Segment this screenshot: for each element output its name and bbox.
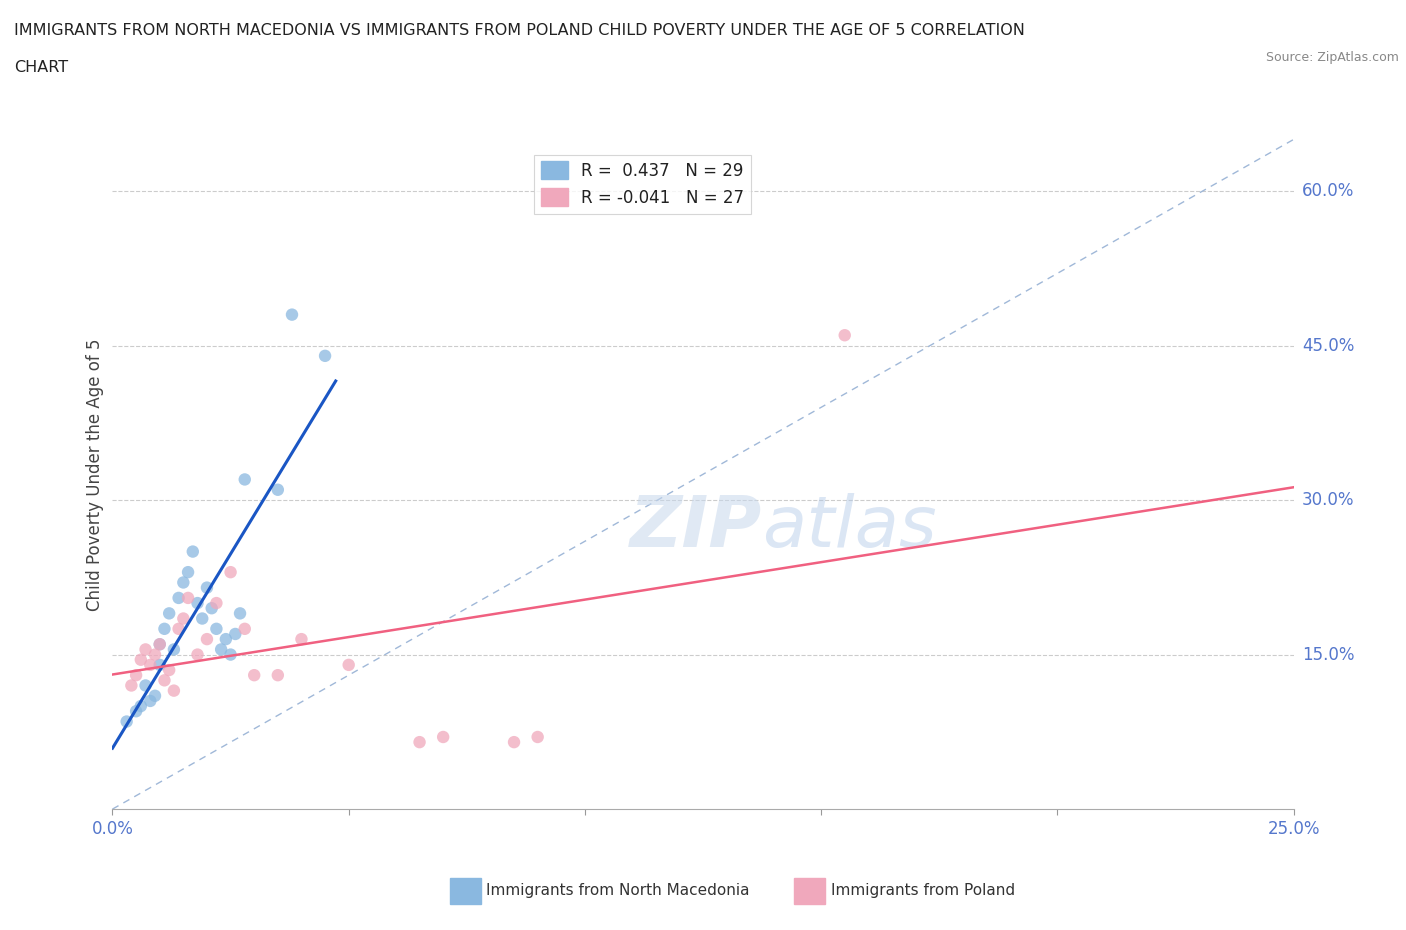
Point (432, 729, 454, 744)
Point (526, 729, 548, 744)
Point (209, 642, 232, 657)
Point (143, 688, 166, 703)
Point (139, 658, 162, 672)
Point (157, 606, 180, 621)
Point (120, 678, 142, 693)
Text: IMMIGRANTS FROM NORTH MACEDONIA VS IMMIGRANTS FROM POLAND CHILD POVERTY UNDER TH: IMMIGRANTS FROM NORTH MACEDONIA VS IMMIG… (14, 23, 1025, 38)
Point (125, 704, 148, 719)
Point (149, 637, 172, 652)
Text: CHART: CHART (14, 60, 67, 75)
Text: Source: ZipAtlas.com: Source: ZipAtlas.com (1265, 51, 1399, 64)
Point (181, 544, 204, 559)
Point (195, 631, 218, 646)
Point (201, 601, 224, 616)
Point (167, 591, 190, 605)
Point (834, 327, 856, 342)
Point (290, 631, 312, 646)
Point (314, 349, 336, 364)
Text: 15.0%: 15.0% (1302, 645, 1354, 664)
Point (243, 668, 266, 683)
Text: 45.0%: 45.0% (1302, 337, 1354, 354)
Point (233, 621, 256, 636)
Text: 60.0%: 60.0% (1302, 182, 1354, 200)
Point (125, 668, 148, 683)
Point (233, 472, 256, 487)
Point (149, 658, 172, 672)
Point (115, 714, 138, 729)
Point (143, 647, 166, 662)
Point (267, 483, 290, 498)
Text: 30.0%: 30.0% (1302, 491, 1354, 509)
Legend: R =  0.437   N = 29, R = -0.041   N = 27: R = 0.437 N = 29, R = -0.041 N = 27 (534, 154, 751, 214)
Point (219, 647, 242, 662)
Point (149, 637, 172, 652)
Point (177, 565, 200, 579)
Point (153, 673, 176, 688)
Point (281, 307, 304, 322)
Point (163, 642, 186, 657)
Text: atlas: atlas (762, 494, 936, 563)
Point (129, 652, 152, 667)
Text: ZIP: ZIP (630, 494, 762, 563)
Point (153, 621, 176, 636)
Point (224, 627, 246, 642)
Text: Immigrants from Poland: Immigrants from Poland (831, 884, 1015, 898)
Point (157, 662, 180, 677)
Point (172, 611, 194, 626)
Point (195, 580, 218, 595)
Text: Immigrants from North Macedonia: Immigrants from North Macedonia (486, 884, 749, 898)
Point (229, 606, 252, 621)
Point (186, 595, 208, 610)
Point (337, 658, 360, 672)
Point (172, 575, 194, 590)
Point (139, 694, 162, 709)
Point (205, 621, 228, 636)
Y-axis label: Child Poverty Under the Age of 5: Child Poverty Under the Age of 5 (86, 338, 104, 611)
Point (191, 611, 214, 626)
Point (219, 565, 242, 579)
Point (135, 678, 157, 693)
Point (267, 668, 290, 683)
Point (205, 595, 228, 610)
Point (503, 735, 526, 750)
Point (167, 621, 190, 636)
Point (135, 642, 157, 657)
Point (408, 735, 430, 750)
Point (163, 684, 186, 698)
Point (186, 647, 208, 662)
Point (177, 591, 200, 605)
Point (129, 698, 152, 713)
Point (215, 631, 238, 646)
